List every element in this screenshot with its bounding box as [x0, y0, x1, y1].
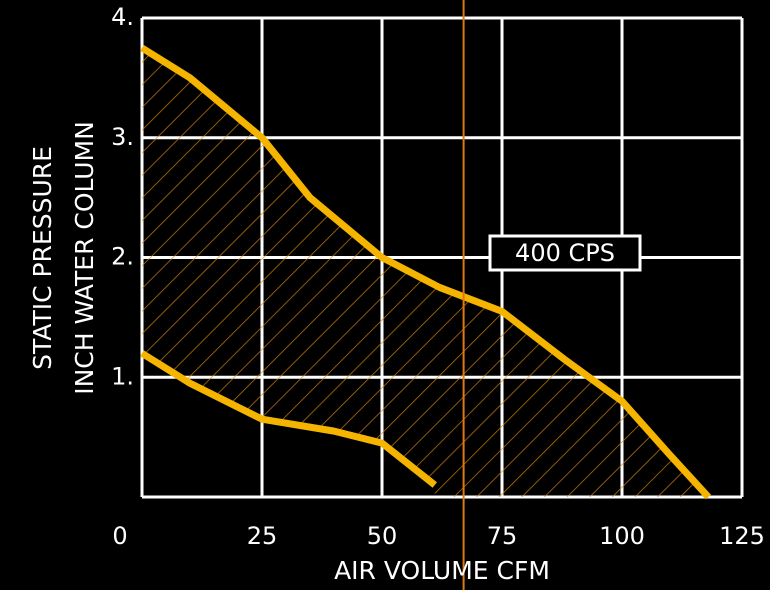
x-tick-label: 0: [112, 522, 127, 550]
band-hatch: [142, 47, 709, 497]
y-tick-label: 4.: [111, 3, 134, 31]
y-axis-label: INCH WATER COLUMN: [70, 121, 99, 395]
x-tick-label: 25: [247, 522, 278, 550]
x-tick-label: 75: [487, 522, 518, 550]
y-tick-label: 2.: [111, 243, 134, 271]
plot: [140, 0, 711, 590]
annotation: 400 CPS: [515, 239, 615, 267]
x-tick-label: 100: [599, 522, 645, 550]
annotation-box: [488, 234, 642, 272]
curve: [140, 44, 711, 500]
x-tick-label: 50: [367, 522, 398, 550]
curve: [140, 350, 437, 488]
y-axis-label: STATIC PRESSURE: [28, 146, 57, 370]
y-tick-label: 1.: [111, 362, 134, 390]
x-axis-label: AIR VOLUME CFM: [334, 556, 550, 585]
labels: AIR VOLUME CFM STATIC PRESSURE INCH WATE…: [28, 3, 765, 585]
y-tick-label: 3.: [111, 123, 134, 151]
x-tick-label: 125: [719, 522, 765, 550]
